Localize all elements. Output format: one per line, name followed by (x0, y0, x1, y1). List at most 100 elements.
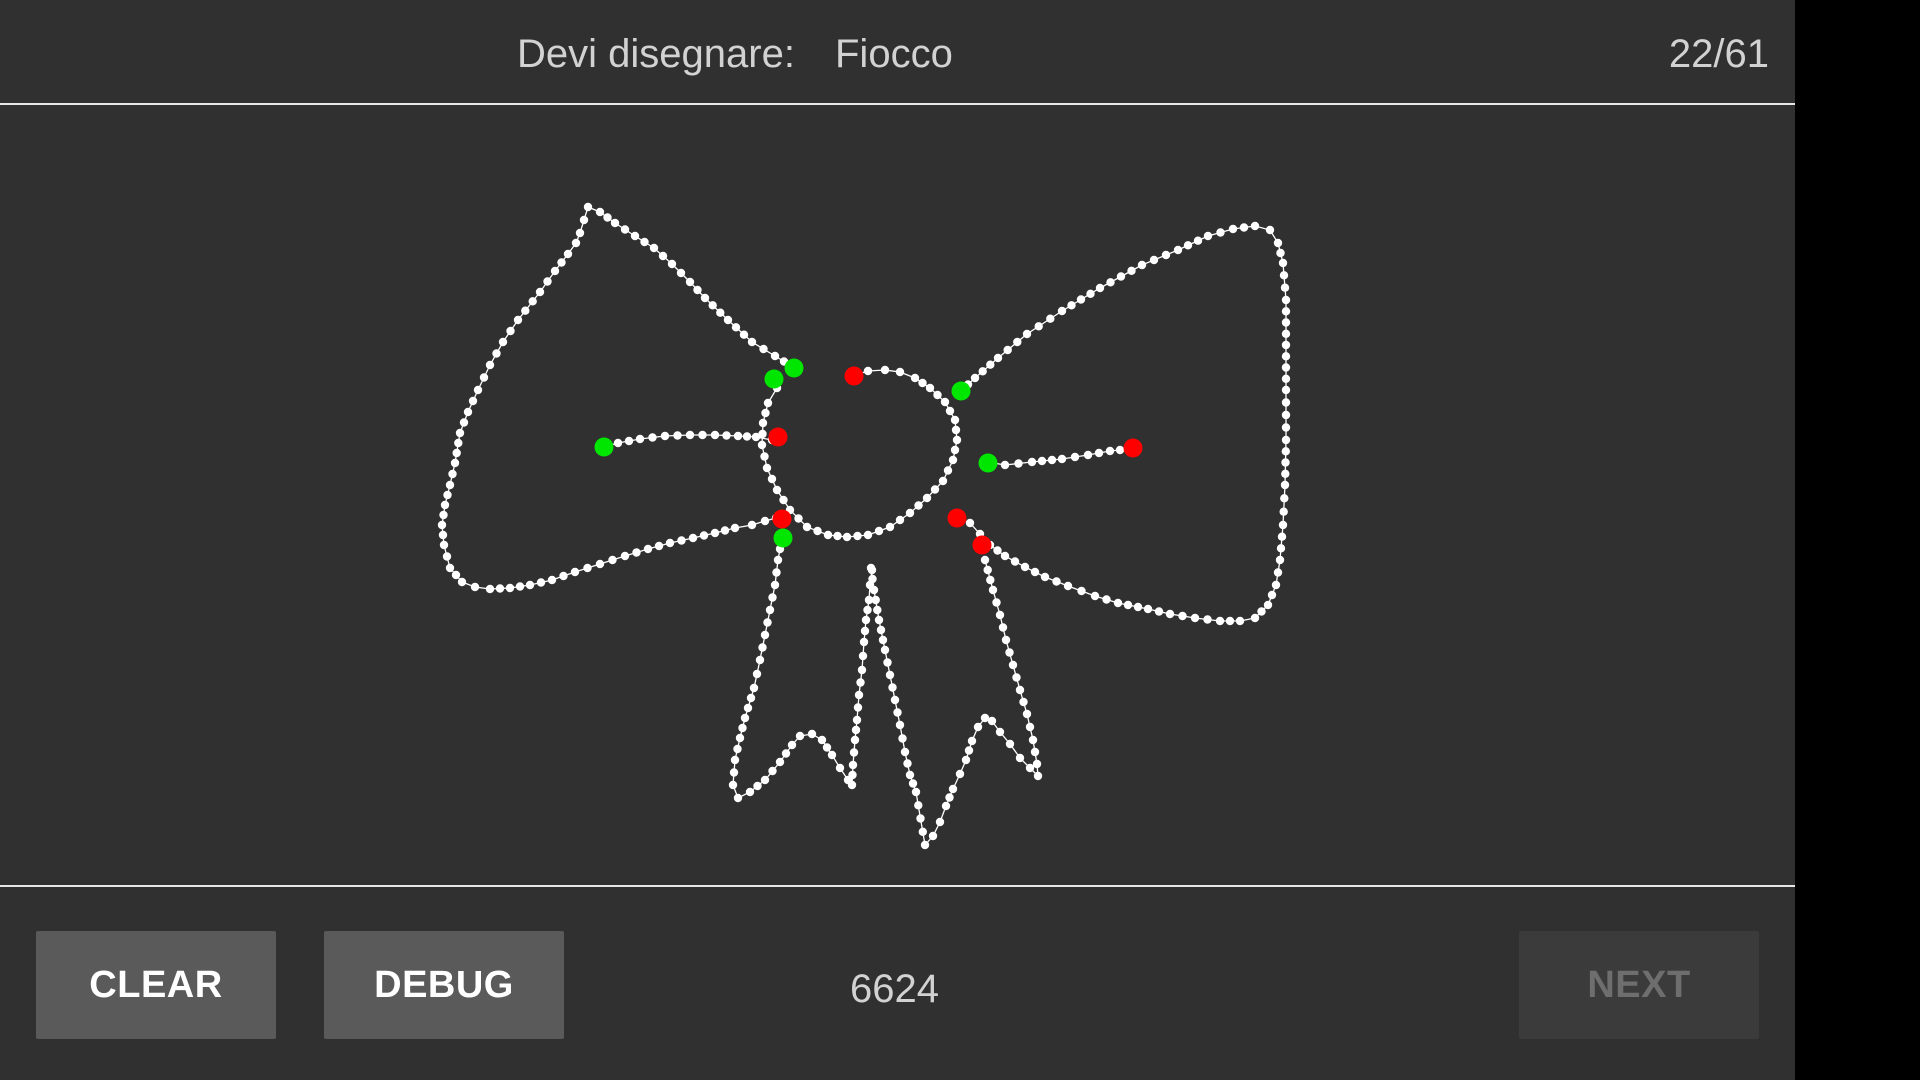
stroke-point (970, 373, 980, 383)
stroke-point (1063, 581, 1073, 591)
stroke-point (760, 630, 770, 640)
stroke-point (535, 287, 545, 297)
stroke-start-marker (784, 358, 804, 378)
stroke-point (1281, 410, 1291, 420)
stroke-line (441, 206, 794, 590)
stroke-point (853, 703, 863, 712)
stroke-point (1116, 272, 1126, 281)
stroke-point (1000, 551, 1010, 561)
stroke-point (608, 555, 617, 565)
stroke-point (506, 326, 515, 336)
stroke-point (731, 323, 741, 332)
stroke-point (1022, 709, 1032, 719)
stroke-point (988, 585, 998, 595)
stroke-point (938, 476, 948, 486)
stroke-point (758, 429, 767, 439)
stroke-point (1203, 231, 1213, 241)
stroke-point (1000, 460, 1010, 470)
stroke-point (895, 515, 905, 525)
stroke-point (442, 552, 452, 561)
stroke-point (885, 670, 895, 680)
stroke-point (513, 315, 523, 325)
stroke-point (739, 330, 749, 339)
stroke-point (751, 432, 761, 442)
stroke-point (895, 367, 905, 377)
stroke-point (873, 605, 882, 615)
stroke-point (863, 530, 873, 540)
stroke-point (1183, 241, 1193, 250)
stroke-point (700, 293, 710, 303)
stroke-end-marker (844, 366, 864, 386)
debug-button[interactable]: DEBUG (324, 931, 564, 1039)
stroke-point (1037, 456, 1047, 466)
stroke-point (893, 708, 902, 717)
stroke-point (1281, 469, 1290, 478)
stroke-point (770, 580, 780, 590)
stroke-point (595, 207, 605, 217)
stroke-point (1279, 271, 1289, 280)
stroke-point (860, 626, 870, 636)
stroke-point (1008, 660, 1018, 670)
stroke-point (515, 582, 525, 591)
stroke-point (835, 763, 845, 773)
app-window: Devi disegnare: Fiocco 22/61 CLEAR DEBUG… (0, 0, 1795, 1080)
stroke-point (1090, 591, 1100, 601)
stroke-point (1019, 697, 1028, 707)
stroke-point (1105, 446, 1115, 456)
stroke-point (920, 840, 930, 850)
stroke-point (437, 520, 447, 530)
stroke-point (768, 766, 777, 776)
stroke-point (452, 448, 461, 458)
stroke-point (863, 605, 872, 615)
stroke-point (747, 337, 757, 347)
stroke-point (955, 769, 965, 779)
stroke-point (864, 595, 874, 605)
stroke-point (863, 366, 873, 376)
stroke-point (1161, 250, 1171, 260)
stroke-point (660, 431, 670, 441)
stroke-point (1052, 577, 1061, 586)
stroke-point (823, 530, 833, 540)
stroke-point (752, 669, 762, 679)
stroke-point (998, 623, 1008, 632)
stroke-point (733, 793, 743, 803)
next-button[interactable]: NEXT (1519, 931, 1759, 1039)
stroke-point (910, 373, 920, 383)
stroke-point (950, 415, 960, 425)
stroke-point (1193, 236, 1203, 245)
stroke-point (643, 544, 653, 554)
header-bar: Devi disegnare: Fiocco 22/61 (0, 0, 1795, 105)
stroke-point (868, 574, 877, 584)
stroke-point (781, 749, 791, 758)
clear-button[interactable]: CLEAR (36, 931, 276, 1039)
stroke-point (1094, 448, 1104, 458)
stroke-point (1228, 224, 1238, 234)
stroke-point (583, 202, 593, 212)
stroke-point (1067, 301, 1076, 310)
stroke-point (1086, 289, 1095, 298)
stroke-point (667, 259, 677, 269)
stroke-point (716, 308, 725, 317)
stroke-end-marker (1123, 438, 1143, 458)
stroke-point (759, 344, 768, 354)
stroke-point (880, 645, 890, 655)
stroke-point (856, 678, 865, 687)
stroke-point (983, 565, 992, 575)
stroke-point (521, 306, 530, 315)
stroke-point (547, 575, 557, 585)
drawing-canvas[interactable] (0, 105, 1795, 887)
stroke-point (1005, 648, 1014, 657)
stroke-point (699, 531, 709, 540)
stroke-point (765, 605, 775, 615)
stroke-point (1046, 314, 1055, 323)
stroke-point (1281, 318, 1291, 327)
stroke-point (992, 598, 1001, 607)
stroke-point (900, 747, 910, 757)
stroke-point (1003, 345, 1012, 355)
stroke-point (941, 801, 951, 811)
stroke-point (775, 757, 785, 767)
stroke-point (852, 715, 862, 725)
stroke-point (743, 703, 753, 713)
stroke-point (1281, 398, 1291, 407)
stroke-point (1154, 607, 1164, 616)
